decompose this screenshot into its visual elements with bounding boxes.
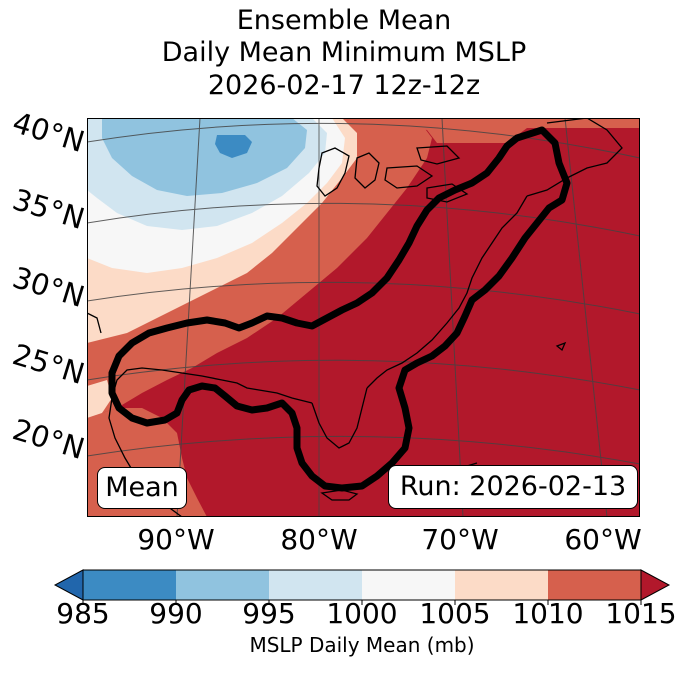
colorbar-tick: 1015 (605, 597, 676, 630)
colorbar-tick: 995 (242, 597, 295, 630)
mean-label: Mean (105, 472, 179, 503)
field-1010-band-upper-east (357, 118, 640, 143)
colorbar-tick: 1000 (326, 597, 397, 630)
field-1005-band-south (87, 380, 112, 418)
field-985-core (215, 135, 252, 158)
map-svg (87, 118, 640, 517)
colorbar-tick: 1005 (419, 597, 490, 630)
colorbar-segment (176, 570, 269, 600)
run-label-box: Run: 2026-02-13 (388, 465, 638, 509)
title-line-3: 2026-02-17 12z-12z (207, 70, 481, 101)
colorbar-tick: 1010 (512, 597, 583, 630)
colorbar-segment (269, 570, 362, 600)
mean-label-box: Mean (97, 467, 187, 509)
graticule (87, 118, 640, 517)
lon-label-80w: 80°W (280, 523, 357, 556)
colorbar-segment (455, 570, 548, 600)
colorbar-label: MSLP Daily Mean (mb) (249, 633, 474, 657)
threshold-contour (108, 126, 571, 492)
lon-label-70w: 70°W (421, 523, 498, 556)
lat-label-25: 25°N (9, 337, 89, 391)
map-frame (87, 118, 640, 517)
title-line-1: Ensemble Mean (236, 5, 452, 36)
map-panel (87, 118, 640, 517)
lat-label-30: 30°N (9, 260, 89, 314)
colorbar: 985 990 995 1000 1005 1010 1015 MSLP Dai… (53, 569, 677, 657)
lat-label-20: 20°N (9, 412, 89, 466)
lat-label-35: 35°N (9, 182, 89, 236)
colorbar-over-arrow (640, 569, 671, 601)
colorbar-tick: 985 (56, 597, 109, 630)
colorbar-segments (53, 569, 671, 605)
lon-label-60w: 60°W (564, 523, 641, 556)
lon-label-90w: 90°W (137, 523, 214, 556)
title-line-2: Daily Mean Minimum MSLP (161, 37, 527, 68)
colorbar-segment (362, 570, 455, 600)
colorbar-tick: 990 (149, 597, 202, 630)
lat-label-40: 40°N (9, 105, 89, 159)
colorbar-segment (548, 570, 641, 600)
run-label: Run: 2026-02-13 (399, 471, 627, 502)
colorbar-under-arrow (53, 569, 84, 601)
field-990-band (102, 118, 307, 196)
colorbar-segment (83, 570, 176, 600)
